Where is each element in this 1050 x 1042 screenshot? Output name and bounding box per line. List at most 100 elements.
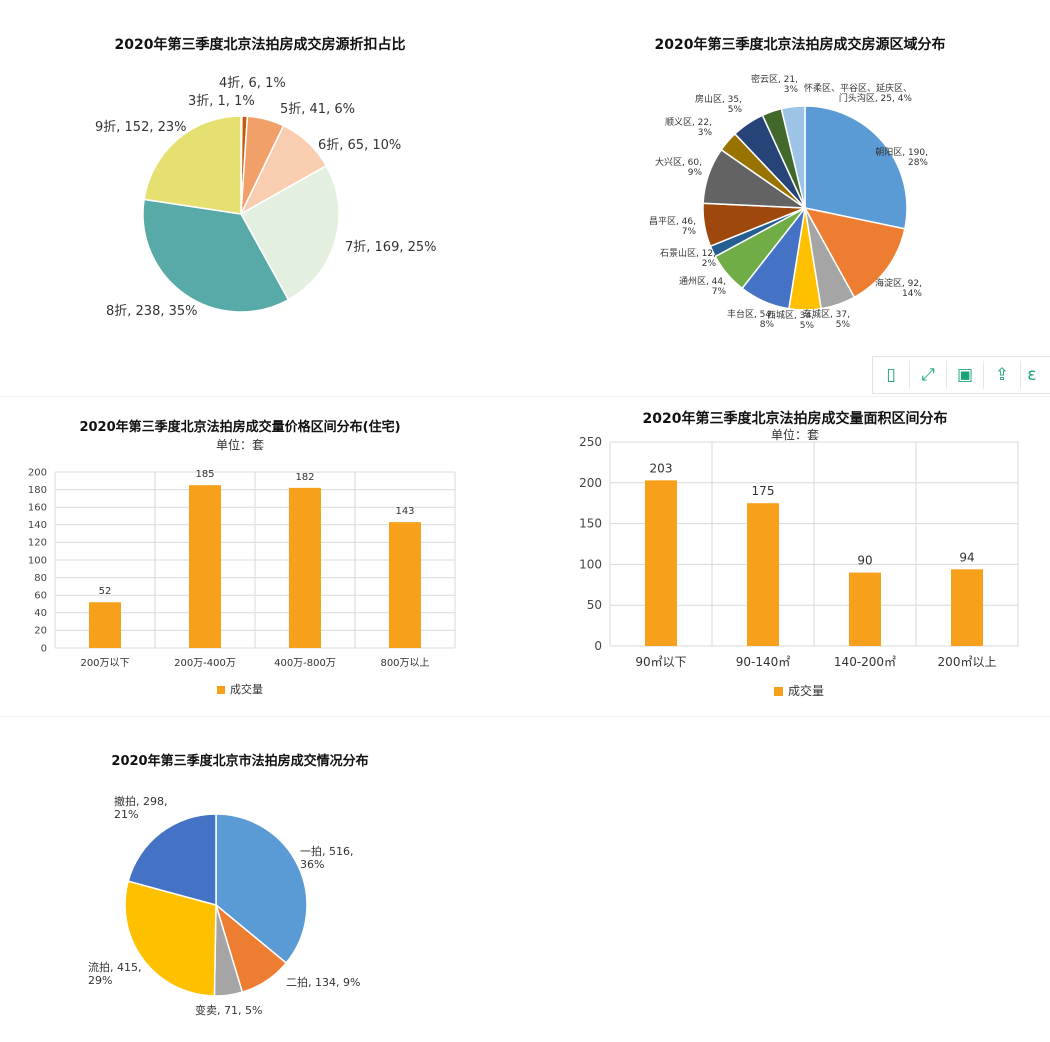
- pie-data-label-6: 9折, 152, 23%: [95, 120, 187, 135]
- legend-label: 成交量: [230, 682, 263, 696]
- pie-data-label-7: 昌平区, 46, 7%: [649, 216, 696, 237]
- bar-data-label: 90: [857, 554, 872, 568]
- pie-data-label-1: 二拍, 134, 9%: [286, 975, 360, 989]
- legend-swatch: [774, 687, 783, 696]
- section-divider: [0, 716, 1050, 717]
- y-tick-label: 100: [28, 555, 47, 566]
- bar-data-label: 203: [650, 461, 673, 475]
- y-tick-label: 180: [28, 485, 47, 496]
- pie-data-label-1: 4折, 6, 1%: [219, 76, 286, 91]
- x-tick-label: 200万-400万: [174, 658, 236, 669]
- y-tick-label: 40: [34, 608, 47, 619]
- area-bar-panel: 2020年第三季度北京法拍房成交量面积区间分布 单位：套 0 50 100 150 20…: [540, 400, 1050, 710]
- y-tick-label: 0: [41, 643, 47, 654]
- pie-slice-4: [127, 813, 217, 906]
- bar-data-label: 185: [195, 469, 214, 480]
- bar-1: [189, 485, 221, 648]
- chart-subtitle: 单位：套: [215, 438, 264, 452]
- pie-slice-0: [215, 813, 308, 964]
- chart-title: 2020年第三季度北京市法拍房成交情况分布: [111, 754, 369, 769]
- pie-data-label-10: 房山区, 35, 5%: [695, 93, 742, 115]
- chart-title: 2020年第三季度北京法拍房成交量面积区间分布: [642, 411, 948, 427]
- chart-title: 2020年第三季度北京法拍房成交房源折扣占比: [114, 37, 406, 53]
- y-tick-label: 0: [594, 639, 602, 653]
- more-icon[interactable]: ɛ: [1027, 365, 1037, 385]
- discount-pie-chart: 3折, 1, 1% 4折, 6, 1% 5折, 41, 6% 6折, 65, 10% 7…: [95, 76, 437, 319]
- y-tick-label: 250: [579, 435, 602, 449]
- bar-data-label: 182: [295, 472, 314, 483]
- pie-data-label-3: 6折, 65, 10%: [318, 138, 401, 153]
- pie-slice-3: [124, 880, 217, 997]
- bar-2: [289, 487, 321, 648]
- x-tick-label: 400万-800万: [274, 658, 336, 669]
- save-icon[interactable]: ▣: [947, 361, 984, 389]
- pie-data-label-1: 海淀区, 92, 14%: [875, 277, 922, 299]
- x-tick-label: 200万以下: [80, 658, 129, 669]
- pie-data-label-8: 大兴区, 60, 9%: [655, 156, 702, 178]
- pie-data-label-0: 3折, 1, 1%: [188, 94, 255, 109]
- price-bar-chart: 0 20 40 60 80 100 120 140 160 180 200 52 200万以下 185 20…: [28, 467, 456, 696]
- pie-data-label-4: 撤拍, 298, 21%: [114, 794, 168, 821]
- pie-data-label-9: 顺义区, 22, 3%: [665, 117, 712, 138]
- bar-0: [89, 602, 121, 648]
- y-tick-label: 50: [587, 598, 602, 612]
- legend-swatch: [217, 686, 225, 694]
- y-tick-label: 100: [579, 557, 602, 571]
- y-tick-label: 60: [34, 591, 47, 602]
- pie-data-label-3: 流拍, 415, 29%: [88, 960, 142, 987]
- x-tick-label: 140-200㎡: [834, 655, 896, 669]
- y-tick-label: 80: [34, 573, 47, 584]
- y-tick-label: 20: [34, 626, 47, 637]
- chart-title: 2020年第三季度北京法拍房成交房源区域分布: [654, 37, 946, 53]
- pie-data-label-2: 变卖, 71, 5%: [195, 1003, 262, 1017]
- y-tick-label: 200: [579, 476, 602, 490]
- pie-slice-12: [780, 105, 806, 209]
- bar-0: [645, 480, 677, 646]
- bar-data-label: 94: [959, 550, 974, 564]
- pie-data-label-2: 5折, 41, 6%: [280, 102, 355, 117]
- chart-subtitle: 单位：套: [770, 428, 819, 442]
- pie-data-label-4: 丰台区, 54, 8%: [727, 308, 774, 330]
- status-pie-chart: 一拍, 516, 36% 二拍, 134, 9% 变卖, 71, 5% 流拍, 415,…: [88, 794, 360, 1017]
- y-tick-label: 150: [579, 517, 602, 531]
- fullscreen-icon[interactable]: ⤢: [910, 361, 947, 389]
- x-tick-label: 90-140㎡: [736, 655, 791, 669]
- legend-label: 成交量: [788, 683, 824, 698]
- y-tick-label: 140: [28, 520, 47, 531]
- y-tick-label: 200: [28, 467, 47, 478]
- pie-data-label-11: 密云区, 21, 3%: [751, 73, 798, 95]
- bar-1: [747, 503, 779, 646]
- bar-data-label: 52: [99, 586, 112, 597]
- share-icon[interactable]: ⇪: [984, 361, 1021, 389]
- x-tick-label: 800万以上: [380, 657, 429, 669]
- pie-data-label-5: 8折, 238, 35%: [106, 304, 198, 319]
- bar-data-label: 175: [752, 484, 775, 498]
- pie-slice-1: [803, 206, 906, 299]
- pie-data-label-6: 石景山区, 12, 2%: [660, 248, 716, 269]
- bar-3: [951, 569, 983, 646]
- pie-data-label-4: 7折, 169, 25%: [345, 240, 437, 255]
- discount-pie-panel: 2020年第三季度北京法拍房成交房源折扣占比 3折, 1, 1% 4折, 6, 1…: [40, 20, 480, 350]
- pie-data-label-0: 一拍, 516, 36%: [300, 844, 354, 871]
- tablet-icon[interactable]: ▯: [873, 361, 910, 389]
- x-tick-label: 200㎡以上: [938, 655, 997, 669]
- district-pie-chart: 朝阳区, 190, 28% 海淀区, 92, 14% 东城区, 37, 5%西城区, 34…: [649, 73, 928, 331]
- pie-slice-0: [804, 105, 908, 230]
- chart-title: 2020年第三季度北京法拍房成交量价格区间分布(住宅): [79, 420, 401, 435]
- district-pie-panel: 2020年第三季度北京法拍房成交房源区域分布 朝阳区, 190, 28% 海淀区, …: [600, 20, 1000, 350]
- pie-slice-6: [143, 115, 242, 215]
- pie-data-label-2: 东城区, 37, 5%: [803, 308, 850, 330]
- pie-data-label-0: 朝阳区, 190, 28%: [875, 147, 928, 168]
- y-tick-label: 120: [28, 538, 47, 549]
- chart-toolbar: ▯ ⤢ ▣ ⇪ ɛ: [872, 356, 1050, 394]
- price-bar-panel: 2020年第三季度北京法拍房成交量价格区间分布(住宅) 单位：套 0 20 40 60…: [0, 400, 480, 710]
- status-pie-panel: 2020年第三季度北京市法拍房成交情况分布 一拍, 516, 36% 二拍, 134…: [40, 740, 440, 1030]
- bar-3: [389, 522, 421, 648]
- pie-data-label-3: 西城区, 34, 5%: [767, 310, 814, 331]
- bar-2: [849, 572, 881, 646]
- area-bar-chart: 0 50 100 150 200 250 203 90㎡以下 175 90-140㎡ 90 140-2…: [579, 435, 1019, 698]
- x-tick-label: 90㎡以下: [635, 655, 686, 669]
- section-divider: [0, 396, 1050, 397]
- pie-data-label-5: 通州区, 44, 7%: [679, 276, 726, 297]
- bar-data-label: 143: [395, 506, 414, 517]
